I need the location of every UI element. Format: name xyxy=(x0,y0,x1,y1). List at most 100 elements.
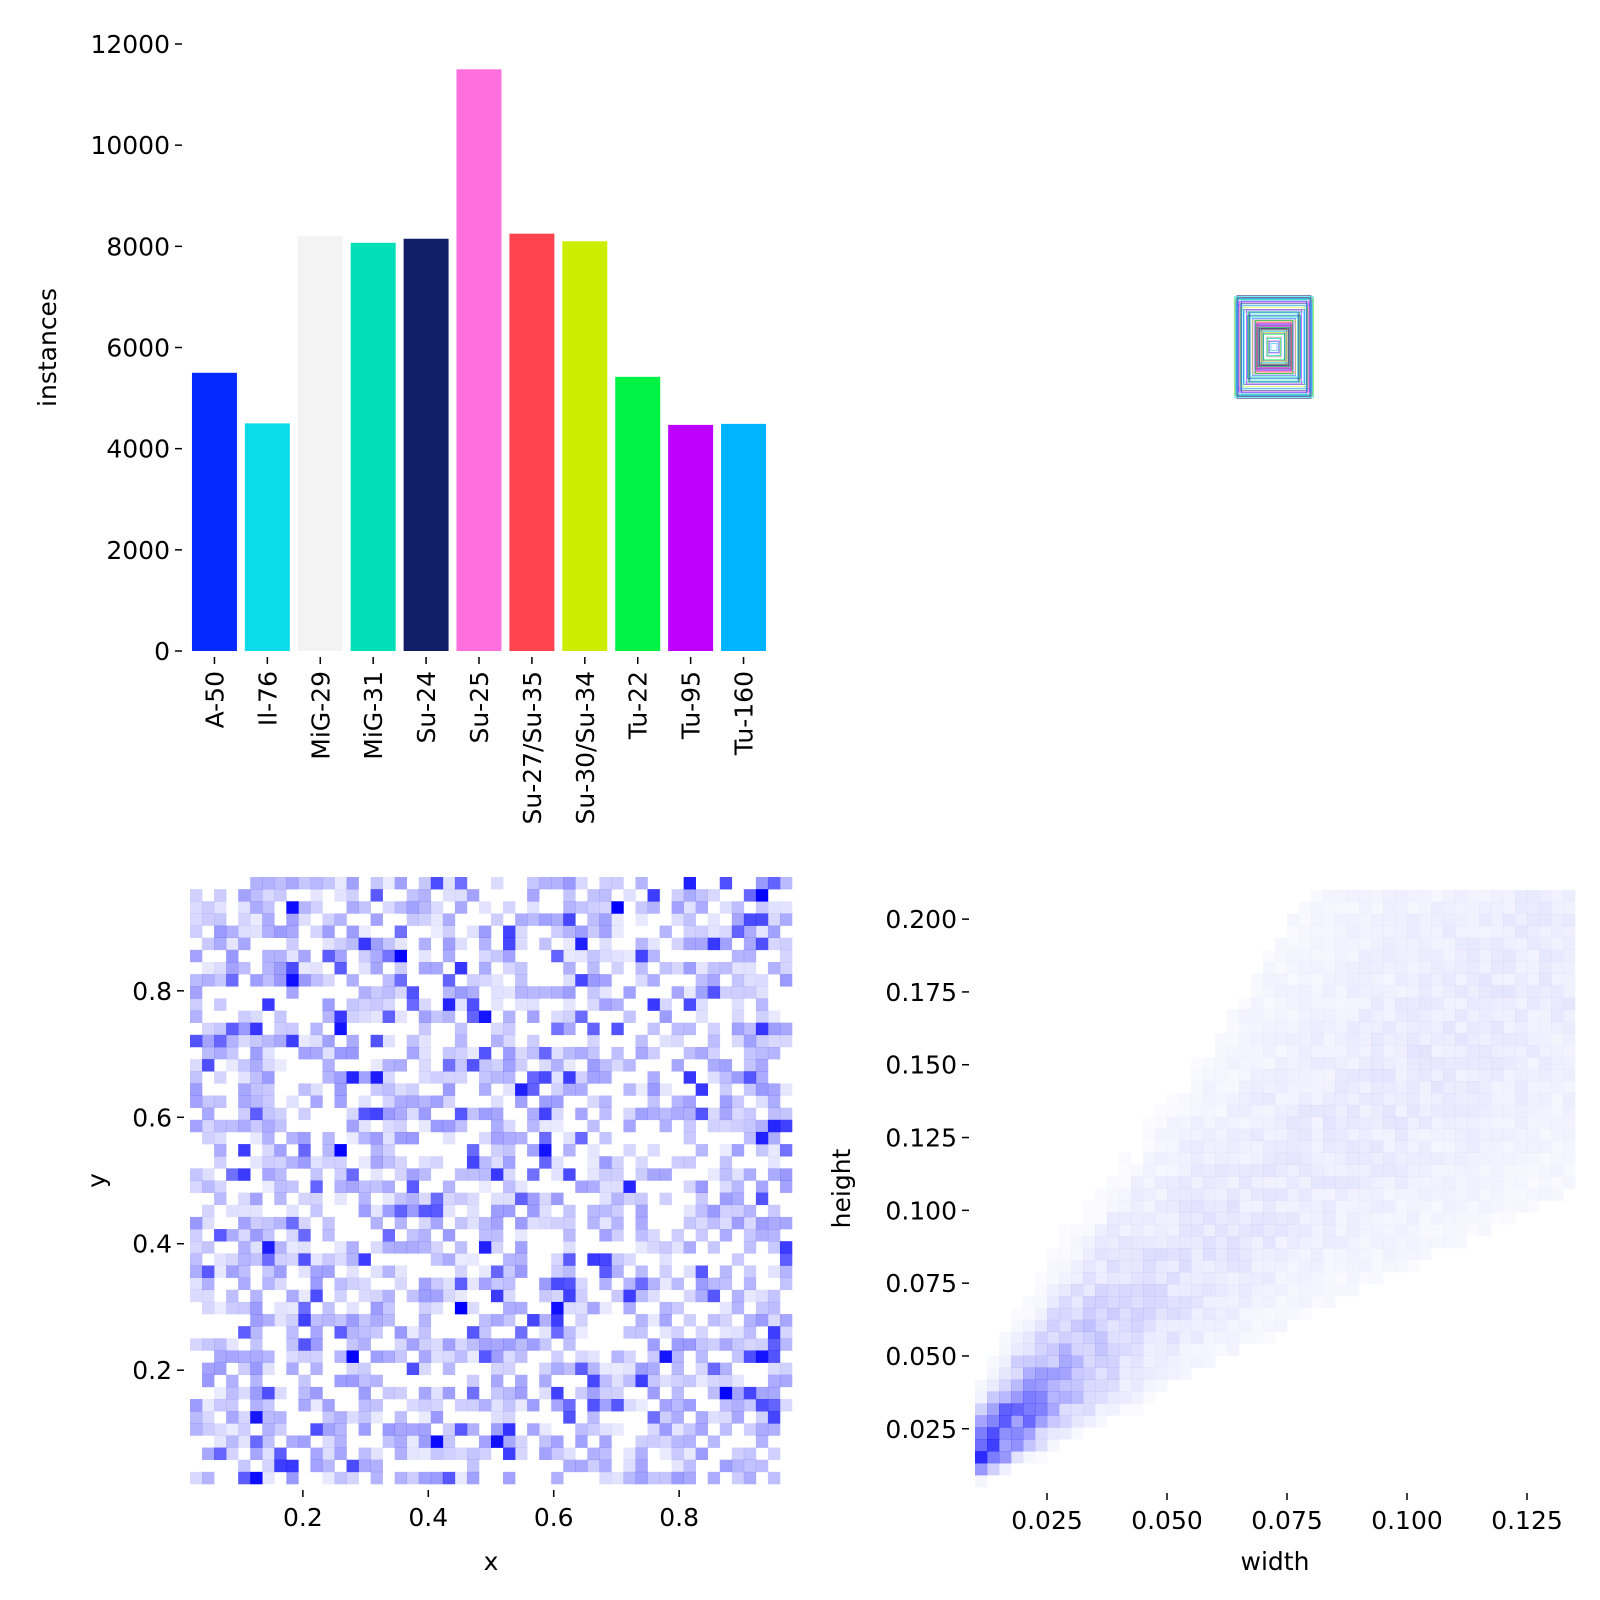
heatmap-cell xyxy=(1491,1009,1504,1022)
heatmap-cell xyxy=(707,1071,721,1084)
heatmap-cell xyxy=(298,1338,311,1351)
heatmap-cell xyxy=(1143,1379,1156,1392)
heatmap-cell xyxy=(286,1095,299,1108)
heatmap-cell xyxy=(1263,1319,1276,1333)
heatmap-cell xyxy=(1215,1069,1228,1082)
heatmap-cell xyxy=(1431,1092,1444,1106)
heatmap-cell xyxy=(454,1071,468,1084)
heatmap-cell xyxy=(1443,1092,1456,1106)
heatmap-cell xyxy=(635,1399,648,1412)
heatmap-cell xyxy=(1431,937,1444,950)
heatmap-cell xyxy=(1215,1331,1228,1345)
heatmap-cell xyxy=(1371,973,1384,986)
heatmap-cell xyxy=(671,1229,684,1242)
heatmap-cell xyxy=(671,1277,684,1291)
heatmap-cell xyxy=(659,1399,672,1412)
heatmap-cell xyxy=(539,1095,552,1108)
heatmap-cell xyxy=(1215,1128,1228,1142)
heatmap-cell xyxy=(1311,1033,1324,1046)
heatmap-cell xyxy=(454,998,468,1011)
heatmap-cell xyxy=(755,1034,769,1048)
heatmap-cell xyxy=(1407,949,1420,962)
heatmap-cell xyxy=(635,1216,648,1230)
heatmap-cell xyxy=(1311,1092,1324,1106)
heatmap-cell xyxy=(334,1192,347,1206)
bounding-box xyxy=(1268,340,1280,354)
heatmap-cell xyxy=(1359,1248,1372,1261)
heatmap-cell xyxy=(551,1192,564,1206)
heatmap-cell xyxy=(226,1046,239,1060)
heatmap-cell xyxy=(779,1265,793,1278)
heatmap-cell xyxy=(1203,1081,1216,1094)
heatmap-cell xyxy=(250,1216,263,1230)
heatmap-cell xyxy=(611,913,624,926)
heatmap-cell xyxy=(430,1447,444,1461)
heatmap-cell xyxy=(1419,1176,1432,1189)
heatmap-cell xyxy=(1023,1331,1036,1345)
heatmap-cell xyxy=(1227,1152,1240,1165)
heatmap-cell xyxy=(1155,1307,1168,1321)
heatmap-cell xyxy=(1167,1105,1179,1117)
heatmap-cell xyxy=(418,1071,432,1084)
heatmap-cell xyxy=(466,974,480,987)
heatmap-cell xyxy=(298,1350,311,1363)
heatmap-cell xyxy=(406,1435,420,1448)
heatmap-cell xyxy=(503,1180,516,1193)
heatmap-cell xyxy=(767,1131,781,1145)
heatmap-cell xyxy=(406,1095,420,1108)
heatmap-cell xyxy=(731,1022,745,1036)
heatmap-cell xyxy=(683,1022,696,1036)
x-axis-label: width xyxy=(1241,1547,1310,1576)
heatmap-cell xyxy=(1191,1093,1203,1105)
heatmap-cell xyxy=(1167,1224,1180,1237)
heatmap-cell xyxy=(767,1168,781,1181)
heatmap-cell xyxy=(406,1229,420,1242)
heatmap-cell xyxy=(406,1046,420,1060)
heatmap-cell xyxy=(382,1241,395,1254)
heatmap-cell xyxy=(779,937,793,951)
heatmap-cell xyxy=(647,1386,660,1400)
heatmap-cell xyxy=(1263,1224,1276,1237)
heatmap-cell xyxy=(659,925,672,938)
heatmap-cell xyxy=(1467,1069,1480,1082)
heatmap-cell xyxy=(286,1301,299,1315)
heatmap-cell xyxy=(695,1216,709,1230)
heatmap-cell xyxy=(370,1204,383,1218)
x-tick-label: Su-25 xyxy=(465,671,494,744)
heatmap-cell xyxy=(575,877,588,890)
heatmap-cell xyxy=(1299,1248,1312,1261)
heatmap-cell xyxy=(707,913,721,926)
heatmap-cell xyxy=(214,1046,227,1060)
heatmap-cell xyxy=(1443,1081,1456,1094)
heatmap-cell xyxy=(1263,1021,1276,1034)
bounding-box-overlay-panel xyxy=(1233,295,1315,399)
heatmap-cell xyxy=(1383,901,1396,915)
heatmap-cell xyxy=(755,1350,769,1363)
heatmap-cell xyxy=(214,1350,227,1363)
heatmap-cell xyxy=(1395,1248,1408,1261)
heatmap-cell xyxy=(418,937,432,951)
heatmap-cell xyxy=(1287,913,1300,927)
heatmap-cell xyxy=(1371,1069,1384,1082)
heatmap-cell xyxy=(1299,1212,1312,1225)
heatmap-cell xyxy=(1011,1355,1024,1368)
heatmap-cell xyxy=(250,1229,263,1242)
heatmap-cell xyxy=(671,1435,684,1448)
heatmap-cell xyxy=(1503,1189,1515,1201)
heatmap-cell xyxy=(1119,1248,1132,1261)
heatmap-cell xyxy=(1503,1033,1516,1046)
heatmap-cell xyxy=(226,1022,239,1036)
heatmap-cell xyxy=(491,1107,504,1121)
heatmap-cell xyxy=(1419,937,1432,950)
heatmap-cell xyxy=(430,1301,444,1315)
heatmap-cell xyxy=(491,1362,504,1376)
heatmap-cell xyxy=(406,1471,420,1485)
heatmap-cell xyxy=(563,1326,576,1339)
heatmap-cell xyxy=(1347,985,1360,998)
heatmap-cell xyxy=(370,1156,383,1169)
heatmap-cell xyxy=(202,1107,215,1121)
heatmap-cell xyxy=(1383,1224,1396,1237)
heatmap-cell xyxy=(767,1229,781,1242)
heatmap-cell xyxy=(1503,1200,1515,1212)
heatmap-cell xyxy=(1131,1355,1144,1368)
